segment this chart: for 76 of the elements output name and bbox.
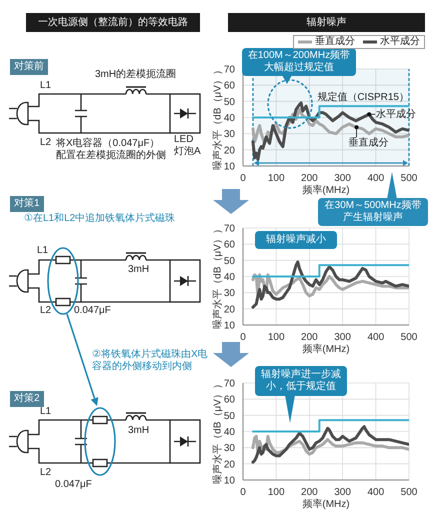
y-tick-label: 70 (224, 64, 236, 76)
text: L2 (40, 137, 52, 148)
y-tick-label: 50 (224, 410, 236, 422)
text: 对策前 (14, 61, 44, 72)
y-tick-label: 40 (224, 272, 236, 284)
y-tick-label: 20 (224, 304, 236, 316)
y-axis-title: 噪声水平（dB（μV）） (212, 65, 224, 170)
x-tick-label: 200 (301, 332, 318, 344)
text: ②将铁氧体片式磁珠由X电容器的外侧移动到内侧 (92, 349, 208, 372)
y-tick-label: 30 (224, 443, 236, 454)
text: 将X电容器（0.047μF）配置在差模扼流圈的外侧 (56, 138, 166, 161)
x-tick-label: 400 (367, 487, 385, 498)
x-tick-label: 500 (400, 173, 418, 184)
y-tick-label: 40 (224, 113, 236, 124)
x-tick-label: 300 (334, 487, 352, 498)
x-axis-title: 频率(MHz) (302, 498, 350, 510)
y-tick-label: 50 (224, 96, 236, 108)
y-tick-label: 60 (224, 80, 236, 92)
x-tick-label: 100 (268, 332, 285, 344)
text: 一次电源侧（整流前）的等效电路 (38, 17, 188, 28)
y-tick-label: 10 (224, 476, 236, 487)
x-tick-label: 200 (301, 487, 318, 498)
line-series (251, 260, 409, 309)
text: 对策1 (14, 198, 40, 209)
x-tick-label: 500 (400, 487, 418, 498)
x-axis-title: 频率(MHz) (302, 184, 350, 196)
text: 0.047μF (55, 479, 92, 490)
y-tick-label: 60 (224, 240, 236, 251)
y-axis-title: 噪声水平（dB（μV）） (212, 379, 224, 484)
x-tick-label: 400 (367, 173, 385, 184)
x-tick-label: 0 (240, 487, 246, 498)
x-tick-label: 100 (268, 487, 285, 498)
band-label: 在30M～500MHz频带产生辐射噪声 (324, 200, 422, 223)
x-axis-title: 频率(MHz) (302, 343, 350, 355)
annotation: 水平成分 (376, 108, 416, 120)
text: L1 (40, 80, 52, 91)
y-axis-title: 噪声水平（dB（μV）） (212, 224, 224, 329)
y-tick-label: 70 (224, 378, 236, 390)
x-tick-label: 100 (268, 173, 285, 184)
x-tick-label: 500 (400, 332, 418, 344)
y-tick-label: 10 (224, 162, 236, 173)
text: 对策2 (14, 393, 40, 404)
annotation: 在100M～200MHz频带大幅超过规定值 (248, 50, 350, 73)
x-tick-label: 400 (367, 332, 385, 344)
annotation: 垂直成分 (348, 136, 389, 149)
x-tick-label: 0 (240, 332, 246, 344)
text: L1 (40, 406, 52, 417)
y-tick-label: 20 (224, 145, 236, 156)
x-tick-label: 200 (301, 173, 318, 184)
text: LED灯泡A (174, 134, 201, 157)
y-tick-label: 30 (224, 288, 236, 300)
y-tick-label: 40 (224, 427, 236, 438)
y-tick-label: 10 (224, 320, 236, 332)
x-tick-label: 300 (334, 332, 352, 344)
y-tick-label: 20 (224, 459, 236, 470)
x-tick-label: 300 (334, 173, 352, 184)
text: 3mH (128, 425, 150, 436)
text: L2 (40, 467, 52, 478)
text: 3mH的差模扼流圈 (95, 69, 176, 80)
y-tick-label: 50 (224, 256, 236, 267)
y-tick-label: 70 (224, 224, 236, 235)
legend-label: 垂直成分 (315, 36, 355, 47)
series-label: 规定值（CISPR15） (317, 92, 409, 104)
annotation: 辐射噪声进一步减小，低于规定值 (261, 369, 341, 392)
text: ①在L1和L2中追加铁氧体片式磁珠 (24, 213, 176, 224)
y-tick-label: 60 (224, 394, 236, 406)
text: L1 (37, 245, 48, 256)
x-tick-label: 0 (240, 173, 246, 184)
y-tick-label: 30 (224, 129, 236, 140)
legend-label: 水平成分 (380, 36, 420, 47)
chart-title: 辐射噪声 (306, 17, 346, 28)
text: 0.047μF (74, 305, 111, 316)
line-series (251, 425, 409, 464)
annotation: 辐射噪声减小 (266, 234, 326, 245)
text: L2 (40, 305, 52, 316)
text: 3mH (128, 264, 150, 275)
